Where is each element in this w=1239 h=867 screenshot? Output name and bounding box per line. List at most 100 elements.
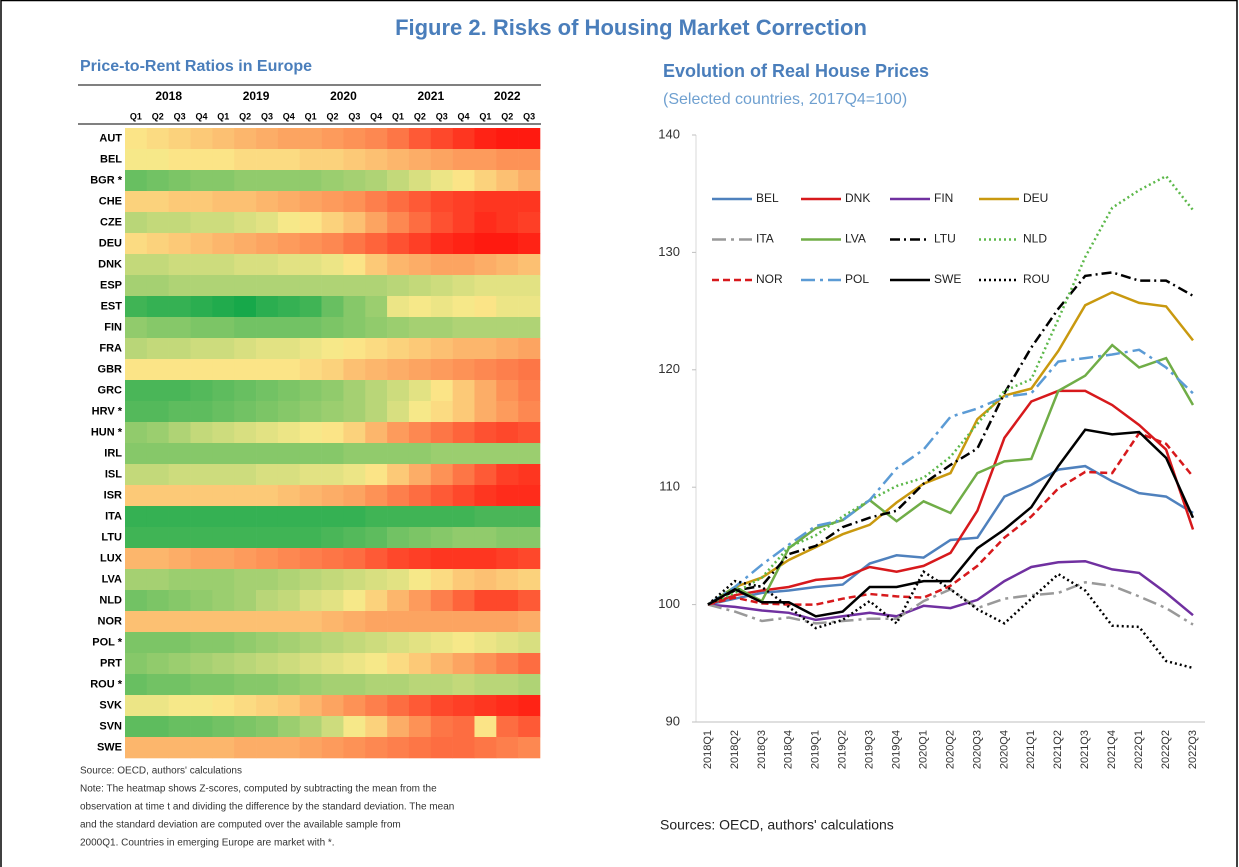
heat-cell [212, 611, 235, 633]
year-label: 2021 [417, 89, 444, 103]
heat-cell [452, 317, 475, 339]
heat-cell [256, 233, 279, 255]
heat-cell [277, 128, 301, 150]
heat-cell [518, 401, 541, 423]
heat-cell [496, 170, 519, 192]
x-tick-label: 2018Q3 [756, 730, 768, 769]
heat-cell [387, 464, 410, 486]
heat-cell [277, 317, 301, 339]
quarter-label: Q3 [348, 111, 360, 121]
heat-cell [190, 191, 213, 213]
heat-cell [277, 401, 301, 423]
heat-cell [299, 527, 322, 549]
heat-cell [343, 275, 366, 297]
heat-cell [343, 506, 366, 528]
heat-cell [256, 527, 279, 549]
heat-cell [168, 527, 191, 549]
heat-cell [299, 464, 322, 486]
heat-cell [299, 506, 322, 528]
quarter-label: Q3 [261, 111, 273, 121]
heat-cell [299, 548, 322, 570]
heat-cell [518, 170, 541, 192]
heat-cell [146, 611, 169, 633]
heat-cell [474, 674, 497, 696]
heat-cell [452, 653, 475, 675]
heat-cell [387, 254, 410, 276]
heat-cell [496, 233, 519, 255]
heat-cell [321, 611, 344, 633]
heat-cell [168, 422, 191, 444]
heat-cell [387, 716, 410, 738]
heat-cell [168, 548, 191, 570]
heat-cell [408, 359, 432, 381]
heat-cell [365, 485, 388, 507]
y-tick-label: 90 [666, 713, 680, 728]
heat-cell [256, 569, 279, 591]
row-label: CHE [99, 195, 122, 207]
row-label: SVK [99, 699, 122, 711]
heat-cell [146, 653, 169, 675]
heat-cell [474, 380, 497, 402]
heat-cell [496, 737, 519, 759]
heat-cell [146, 380, 169, 402]
heat-cell [168, 506, 191, 528]
heat-cell [408, 632, 432, 654]
heat-cell [168, 590, 191, 612]
heat-cell [408, 149, 432, 171]
heat-cell [365, 275, 388, 297]
heat-cell [234, 422, 257, 444]
heat-cell [277, 275, 301, 297]
heat-cell [190, 338, 213, 360]
heat-cell [190, 275, 213, 297]
heat-cell [365, 233, 388, 255]
heat-cell [365, 338, 388, 360]
row-label: SVN [99, 720, 122, 732]
heat-cell [168, 170, 191, 192]
heat-cell [408, 506, 432, 528]
year-label: 2019 [243, 89, 270, 103]
row-label: GBR [98, 363, 123, 375]
heat-cell [408, 527, 432, 549]
heat-cell [321, 443, 344, 465]
heat-cell [234, 296, 257, 318]
heat-cell [321, 233, 344, 255]
row-label: PRT [100, 657, 122, 669]
heat-cell [299, 401, 322, 423]
x-tick-label: 2018Q1 [702, 730, 714, 769]
heat-cell [452, 485, 475, 507]
heat-cell [190, 464, 213, 486]
heat-cell [277, 296, 301, 318]
heat-cell [452, 212, 475, 234]
heat-cell [168, 254, 191, 276]
heat-cell [168, 569, 191, 591]
heat-cell [365, 569, 388, 591]
heat-cell [343, 716, 366, 738]
series-line [707, 581, 1194, 626]
heat-cell [321, 695, 344, 717]
heat-cell [452, 233, 475, 255]
heat-cell [452, 443, 475, 465]
heat-cell [387, 233, 410, 255]
heat-cell [299, 296, 322, 318]
row-label: DEU [99, 237, 122, 249]
heat-cell [212, 149, 235, 171]
heat-cell [299, 695, 322, 717]
heat-cell [299, 611, 322, 633]
heat-cell [125, 443, 148, 465]
heat-cell [430, 149, 453, 171]
heat-cell [212, 527, 235, 549]
heat-cell [474, 590, 497, 612]
note-line: 2000Q1. Countries in emerging Europe are… [80, 838, 335, 849]
heat-cell [452, 149, 475, 171]
heat-cell [125, 695, 148, 717]
heat-cell [408, 737, 432, 759]
heat-cell [430, 317, 453, 339]
heat-cell [430, 611, 453, 633]
heat-cell [408, 212, 432, 234]
heat-cell [299, 359, 322, 381]
heat-cell [387, 128, 410, 150]
heat-cell [365, 254, 388, 276]
heat-cell [146, 401, 169, 423]
heat-cell [430, 737, 453, 759]
